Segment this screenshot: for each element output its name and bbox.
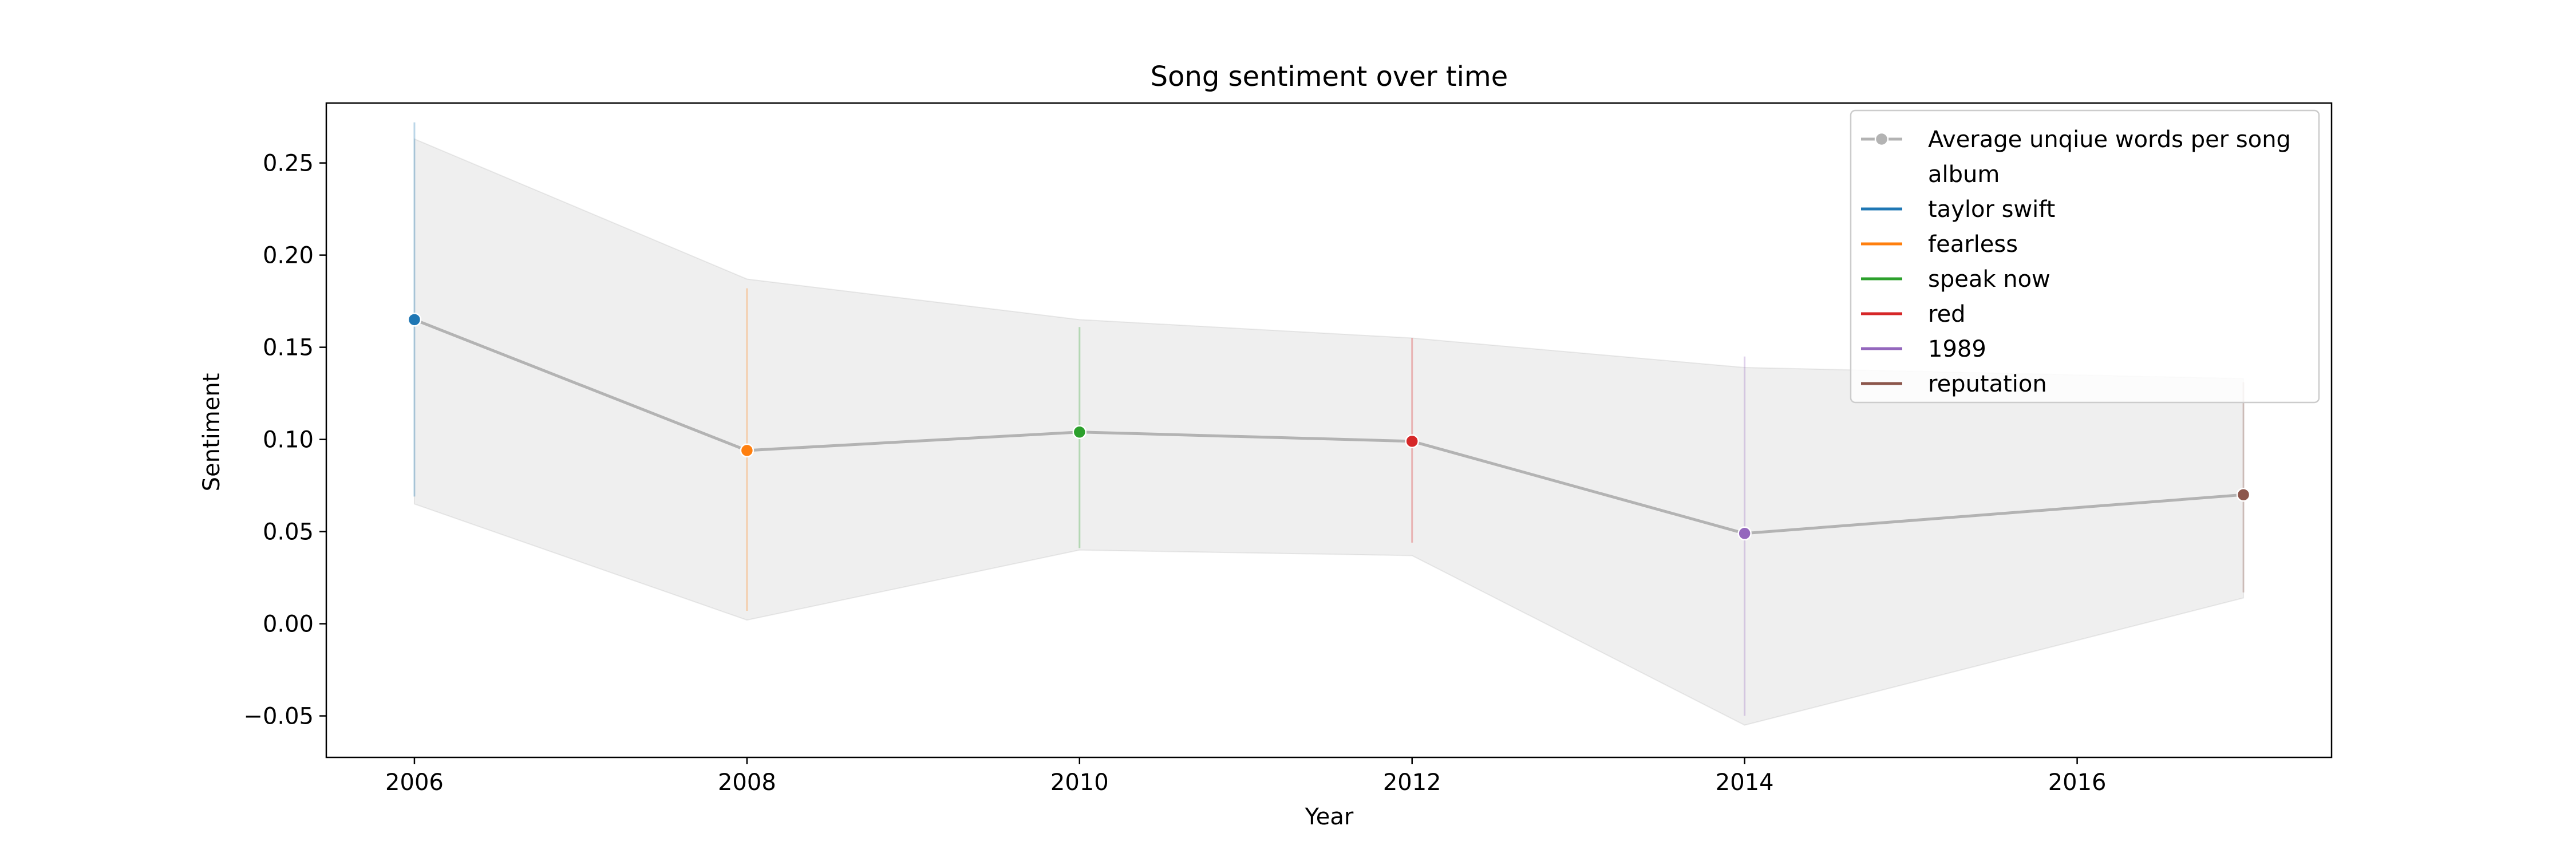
data-point-red [1405, 434, 1419, 449]
x-axis-label: Year [1305, 804, 1354, 830]
axes-frame [325, 102, 2333, 759]
legend-label-fearless: fearless [1928, 231, 2018, 258]
x-tick-label: 2014 [1716, 769, 1774, 796]
legend-label-reputation: reputation [1928, 371, 2047, 397]
data-point-1989 [1737, 526, 1752, 541]
x-tick-label: 2016 [2048, 769, 2107, 796]
y-tick-label: 0.00 [263, 611, 314, 638]
y-axis-label: Sentiment [199, 373, 225, 492]
legend: Average unqiue words per song album taylor… [1850, 109, 2320, 404]
legend-label-series: Average unqiue words per song [1928, 127, 2291, 153]
data-point-fearless [740, 443, 754, 458]
y-tick-label: 0.10 [263, 427, 314, 453]
legend-label-taylor-swift: taylor swift [1928, 196, 2055, 223]
chart-title: Song sentiment over time [1151, 61, 1508, 93]
legend-label-red: red [1928, 301, 1966, 327]
y-tick-label: −0.05 [243, 704, 314, 730]
x-tick-label: 2008 [718, 769, 776, 796]
x-tick-label: 2010 [1050, 769, 1109, 796]
y-tick-label: 0.05 [263, 519, 314, 546]
y-tick-label: 0.25 [263, 151, 314, 177]
legend-label-1989: 1989 [1928, 336, 1986, 362]
data-point-reputation [2236, 487, 2251, 502]
x-tick-label: 2006 [385, 769, 444, 796]
data-point-taylor-swift [407, 313, 422, 327]
confidence-band [413, 138, 2245, 726]
legend-box [1850, 109, 2320, 404]
data-point-speak-now [1072, 425, 1087, 439]
y-tick-label: 0.20 [263, 243, 314, 269]
y-tick-label: 0.15 [263, 335, 314, 361]
legend-hue-title: album [1928, 161, 2000, 188]
legend-marker-sample [1874, 132, 1889, 147]
legend-label-speak-now: speak now [1928, 266, 2050, 293]
x-tick-label: 2012 [1383, 769, 1441, 796]
plot-area: 2006 2008 2010 2012 2014 2016 −0.05 0.00 0.05 0.1… [243, 102, 2333, 796]
series-line [414, 318, 2244, 535]
